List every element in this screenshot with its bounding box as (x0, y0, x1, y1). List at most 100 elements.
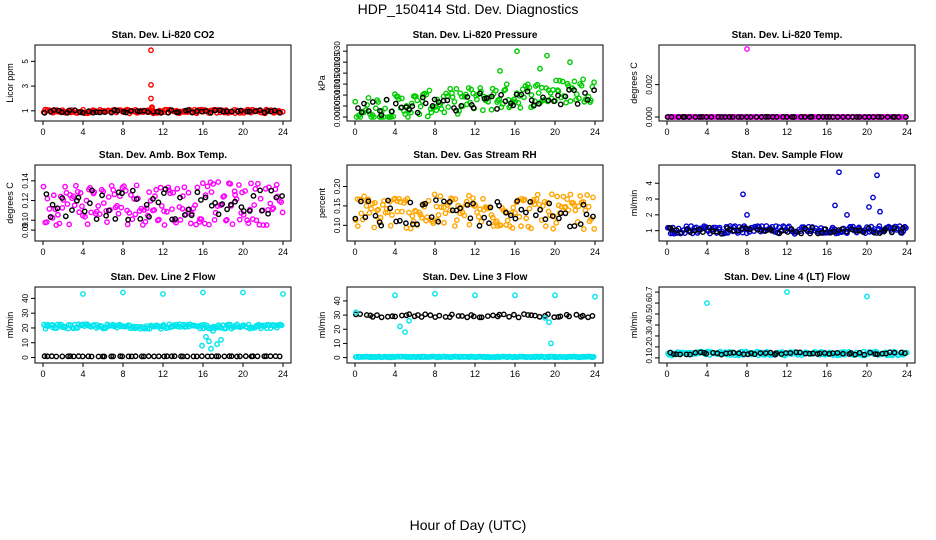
data-point (224, 206, 231, 213)
data-point (511, 311, 517, 318)
data-point (417, 103, 424, 110)
data-point (431, 191, 438, 198)
data-point (779, 227, 785, 234)
data-point (104, 219, 110, 226)
data-point (357, 198, 364, 205)
panel-title: Stan. Dev. Line 3 Flow (423, 272, 528, 283)
data-point (365, 198, 372, 205)
data-point (244, 108, 251, 115)
data-point (856, 114, 863, 120)
data-point (780, 114, 786, 120)
data-point (246, 108, 253, 115)
data-point (410, 218, 417, 225)
data-point (591, 225, 598, 232)
data-point (82, 213, 88, 220)
data-point (221, 193, 228, 199)
data-point (426, 87, 433, 94)
x-tick-label: 16 (510, 127, 520, 137)
data-point (50, 192, 57, 199)
y-tick-label: 5 (21, 59, 30, 64)
data-point (40, 183, 47, 190)
data-point (197, 197, 204, 203)
data-point (579, 312, 586, 319)
data-point (132, 353, 139, 360)
data-point (432, 290, 438, 297)
data-point (198, 216, 205, 223)
data-point (566, 313, 572, 320)
data-point (532, 212, 539, 219)
y-tick-label: 0.20 (333, 178, 342, 194)
data-point (536, 100, 542, 107)
panel-title: Stan. Dev. Gas Stream RH (413, 150, 536, 161)
data-point (427, 312, 434, 319)
data-point (48, 353, 55, 360)
data-point (363, 312, 370, 318)
data-point (118, 204, 125, 211)
data-point (208, 189, 215, 196)
data-point (404, 114, 411, 120)
data-point (190, 353, 197, 360)
data-point (383, 96, 390, 103)
data-point (121, 183, 127, 190)
data-point (138, 205, 145, 212)
data-point (445, 104, 452, 110)
y-tick-label: 3 (21, 83, 30, 88)
data-point (385, 197, 391, 204)
data-point (228, 108, 235, 115)
data-point (119, 353, 126, 360)
data-point (494, 106, 500, 112)
data-point (503, 209, 509, 216)
data-point (527, 198, 534, 205)
data-point (49, 201, 56, 208)
data-point (414, 221, 420, 228)
data-point (903, 114, 909, 120)
data-point (398, 95, 405, 102)
data-point (146, 189, 153, 196)
data-point (464, 201, 471, 208)
data-point (144, 109, 151, 116)
data-point (185, 206, 192, 213)
data-point (168, 353, 175, 360)
data-point (453, 86, 460, 92)
data-point (161, 222, 168, 228)
x-tick-label: 0 (664, 127, 669, 137)
data-point (221, 353, 228, 360)
data-point (875, 114, 882, 120)
data-point (177, 194, 183, 201)
data-point (481, 214, 488, 221)
data-point (706, 224, 713, 231)
data-point (211, 216, 218, 223)
data-point (537, 206, 543, 213)
data-point (556, 77, 563, 84)
data-point (199, 342, 205, 349)
data-point (836, 169, 842, 176)
x-tick-label: 24 (590, 247, 600, 257)
data-point (472, 292, 478, 299)
x-tick-label: 16 (198, 247, 208, 257)
data-point (487, 204, 494, 211)
data-point (521, 196, 528, 203)
data-point (155, 216, 162, 223)
data-point (528, 92, 535, 98)
data-point (583, 211, 590, 218)
data-point (822, 226, 829, 233)
data-point (435, 218, 442, 225)
data-point (149, 105, 155, 112)
data-point (218, 336, 224, 343)
data-point (62, 213, 69, 220)
x-tick-label: 20 (238, 369, 248, 379)
data-point (65, 353, 71, 360)
data-point (518, 206, 525, 213)
data-point (181, 184, 188, 191)
data-point (169, 206, 175, 213)
y-tick-label: 40 (21, 293, 30, 302)
data-point (406, 106, 413, 113)
data-point (467, 215, 474, 222)
data-point (158, 202, 165, 209)
data-point (544, 52, 550, 59)
data-point (172, 216, 179, 222)
data-point (458, 102, 465, 109)
data-point (716, 224, 723, 231)
data-point (542, 223, 549, 230)
data-point (89, 187, 95, 194)
